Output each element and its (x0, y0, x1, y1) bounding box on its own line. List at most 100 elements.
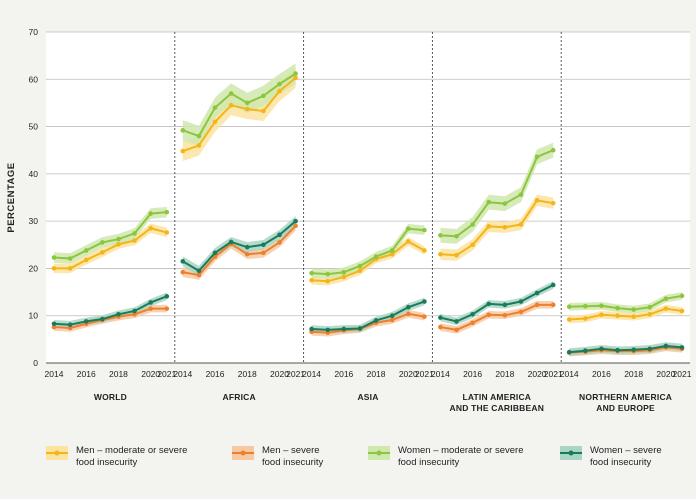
point-men_moderate_severe (212, 119, 218, 125)
point-women_severe (83, 319, 89, 324)
line-women_moderate_severe (311, 227, 425, 276)
point-women_moderate_severe (180, 128, 186, 133)
x-tick-label: 2018 (495, 369, 514, 379)
x-tick-label: 2021 (415, 369, 434, 379)
point-women_severe (615, 347, 620, 353)
band-women_moderate_severe (440, 142, 554, 244)
point-men_severe (164, 306, 170, 311)
x-tick-label: 2014 (431, 369, 450, 379)
point-men_severe (132, 311, 137, 317)
x-tick-label: 2018 (238, 369, 257, 379)
x-tick-label: 2021 (544, 369, 563, 379)
band-men_moderate_severe (182, 67, 296, 162)
point-women_moderate_severe (422, 227, 427, 233)
point-women_moderate_severe (534, 154, 540, 160)
point-women_severe (261, 242, 266, 248)
point-women_severe (100, 316, 105, 322)
point-men_severe (51, 324, 57, 330)
legend-swatch-point (568, 450, 574, 456)
point-men_moderate_severe (164, 230, 170, 235)
point-men_severe (486, 312, 492, 318)
panel-title-line2: AND EUROPE (596, 403, 655, 413)
point-men_moderate_severe (583, 316, 588, 321)
y-tick-label: 0 (33, 358, 38, 368)
point-men_moderate_severe (277, 88, 282, 94)
point-women_moderate_severe (116, 236, 121, 242)
point-men_moderate_severe (389, 251, 395, 257)
point-men_moderate_severe (67, 266, 73, 271)
x-tick-label: 2018 (367, 369, 386, 379)
point-women_moderate_severe (148, 211, 153, 216)
x-tick-label: 2020 (399, 369, 418, 379)
x-tick-label: 2018 (624, 369, 643, 379)
point-men_moderate_severe (518, 222, 524, 227)
point-women_moderate_severe (550, 147, 556, 153)
panel-title-line2: AND THE CARIBBEAN (450, 403, 545, 413)
point-men_moderate_severe (293, 75, 298, 81)
panel-title: NORTHERN AMERICA (579, 392, 672, 402)
legend-label: Women – moderate or severe (398, 445, 524, 456)
point-women_moderate_severe (67, 256, 73, 261)
point-men_moderate_severe (663, 306, 669, 311)
y-tick-label: 40 (29, 169, 39, 179)
y-tick-label: 70 (29, 27, 39, 37)
legend-swatch-point (376, 450, 382, 456)
point-men_moderate_severe (341, 274, 347, 280)
x-tick-label: 2021 (673, 369, 692, 379)
line-men_moderate_severe (54, 227, 168, 270)
y-tick-label: 60 (29, 74, 39, 84)
point-women_moderate_severe (196, 133, 202, 139)
point-men_severe (438, 324, 443, 330)
point-women_moderate_severe (583, 303, 588, 309)
point-women_severe (389, 313, 395, 319)
y-tick-label: 20 (29, 263, 39, 273)
point-women_moderate_severe (164, 209, 170, 215)
point-women_moderate_severe (502, 201, 508, 206)
x-tick-label: 2020 (141, 369, 160, 379)
point-men_severe (470, 320, 475, 326)
point-women_severe (663, 343, 669, 349)
point-women_moderate_severe (83, 248, 89, 253)
band-women_severe (54, 292, 167, 329)
line-men_moderate_severe (440, 199, 554, 257)
point-men_moderate_severe (438, 251, 443, 257)
x-tick-label: 2016 (592, 369, 611, 379)
point-men_severe (244, 251, 250, 257)
point-men_moderate_severe (615, 313, 620, 319)
point-men_moderate_severe (470, 242, 475, 248)
panel-title: WORLD (94, 392, 127, 402)
point-women_moderate_severe (261, 93, 266, 99)
point-women_severe (470, 311, 475, 317)
point-women_severe (486, 301, 492, 307)
point-men_moderate_severe (566, 317, 572, 322)
point-women_moderate_severe (51, 255, 57, 260)
x-tick-label: 2016 (206, 369, 225, 379)
point-men_severe (422, 314, 427, 319)
point-women_moderate_severe (438, 233, 443, 238)
point-women_severe (534, 290, 540, 296)
line-women_moderate_severe (182, 72, 297, 138)
legend-label-line2: food insecurity (76, 457, 138, 468)
panel-title: LATIN AMERICA (462, 392, 531, 402)
point-men_severe (534, 302, 540, 308)
point-men_moderate_severe (309, 277, 314, 283)
line-women_severe (182, 220, 297, 272)
point-men_severe (196, 272, 202, 278)
point-women_moderate_severe (325, 271, 331, 277)
point-women_moderate_severe (631, 307, 636, 312)
point-women_moderate_severe (212, 105, 218, 110)
point-men_moderate_severe (196, 143, 202, 148)
point-women_moderate_severe (454, 233, 459, 239)
point-women_moderate_severe (293, 71, 298, 76)
point-women_moderate_severe (132, 231, 137, 236)
point-women_moderate_severe (647, 304, 653, 310)
x-tick-label: 2016 (334, 369, 353, 379)
panel-title: AFRICA (223, 392, 256, 402)
legend-label-line2: food insecurity (398, 457, 460, 468)
